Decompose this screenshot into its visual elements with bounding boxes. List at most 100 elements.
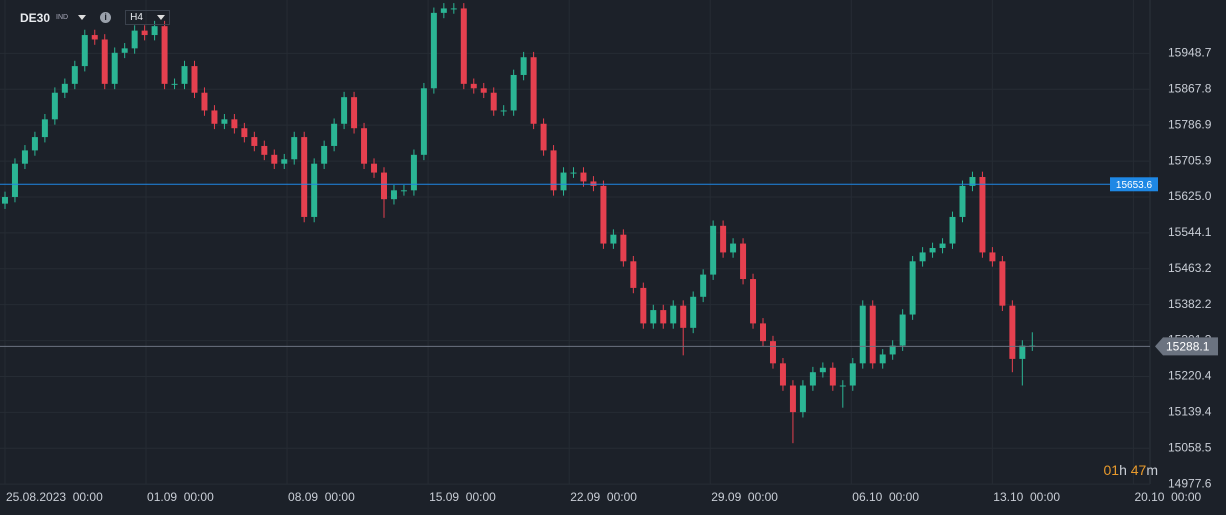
- candle-body: [390, 190, 397, 200]
- last-price-label: 15288.1: [1166, 340, 1210, 354]
- candle-body: [650, 310, 657, 324]
- candle-body: [400, 190, 407, 192]
- candle-body: [829, 367, 836, 386]
- symbol[interactable]: DE30: [20, 10, 51, 25]
- candle-body: [949, 216, 956, 244]
- candle-body: [869, 305, 876, 364]
- candle-body: [321, 145, 328, 164]
- candle-body: [979, 177, 986, 253]
- candle-body: [111, 52, 118, 84]
- info-icon[interactable]: i: [100, 12, 112, 23]
- candle-body: [560, 172, 567, 191]
- x-tick-label: 08.09 00:00: [288, 490, 355, 504]
- y-tick-label: 15544.1: [1168, 225, 1212, 239]
- candle-body: [151, 26, 158, 36]
- candle-body: [929, 247, 936, 253]
- candle-body: [590, 181, 597, 186]
- candle-body: [730, 243, 737, 253]
- x-tick-label: 15.09 00:00: [429, 490, 496, 504]
- candle-body: [460, 8, 467, 84]
- candle-body: [371, 163, 378, 173]
- candle-body: [41, 119, 48, 138]
- y-tick-label: 15058.5: [1168, 440, 1212, 454]
- candle-body: [889, 345, 896, 355]
- candle-body: [640, 287, 647, 324]
- candle-body: [450, 8, 457, 10]
- countdown-minutes: 47: [1130, 462, 1147, 478]
- candle-body: [720, 225, 727, 253]
- candle-body: [750, 279, 757, 324]
- x-tick-label: 13.10 00:00: [993, 490, 1060, 504]
- candle-body: [670, 305, 677, 324]
- symbol-dropdown[interactable]: [78, 15, 87, 20]
- timeframe-select[interactable]: H4: [125, 10, 170, 25]
- candle-body: [241, 128, 248, 138]
- candle-body: [430, 12, 437, 89]
- candle-body: [21, 150, 28, 164]
- y-tick-label: 15625.0: [1168, 189, 1212, 203]
- candle-body: [420, 88, 427, 155]
- y-tick-label: 15948.7: [1168, 46, 1212, 60]
- candle-body: [81, 35, 88, 67]
- candle-body: [909, 261, 916, 315]
- header: DE30 IND i H4: [20, 10, 170, 25]
- candle-body: [600, 185, 607, 244]
- candle-body: [710, 225, 717, 275]
- candle-body: [680, 305, 687, 328]
- candle-body: [580, 172, 587, 182]
- candle-body: [470, 83, 477, 89]
- last-price-badge: [1155, 337, 1218, 356]
- y-tick-label: 15463.2: [1168, 261, 1212, 275]
- candle-body: [51, 92, 58, 120]
- price-badge-label: 15653.6: [1116, 180, 1153, 191]
- candle-body: [859, 305, 866, 364]
- candle-body: [131, 30, 138, 49]
- candle-body: [251, 137, 258, 146]
- candle-body: [161, 26, 168, 84]
- candle-body: [221, 119, 228, 124]
- candle-body: [211, 110, 218, 124]
- candle-body: [101, 39, 108, 84]
- candle-body: [799, 385, 806, 413]
- countdown-hours: 01: [1103, 462, 1120, 478]
- x-tick-label: 25.08.2023 00:00: [6, 490, 103, 504]
- candle-body: [740, 243, 747, 280]
- countdown: 01h 47m: [1103, 462, 1158, 478]
- candle-body: [879, 354, 886, 364]
- x-tick-label: 22.09 00:00: [570, 490, 637, 504]
- candle-body: [301, 137, 308, 217]
- candle-body: [530, 57, 537, 124]
- candle-body: [281, 159, 288, 164]
- candle-body: [271, 154, 278, 164]
- x-tick-label: 01.09 00:00: [147, 490, 214, 504]
- candle-body: [311, 163, 318, 217]
- candle-body: [570, 172, 577, 174]
- candle-body: [410, 154, 417, 191]
- candle-body: [71, 66, 78, 84]
- candle-body: [181, 66, 188, 84]
- candle-body: [989, 252, 996, 262]
- y-tick-label: 15220.4: [1168, 369, 1212, 383]
- x-tick-label: 20.10 00:00: [1134, 490, 1201, 504]
- candle-body: [171, 83, 178, 85]
- candle-body: [331, 123, 338, 146]
- candle-body: [849, 363, 856, 386]
- candle-body: [351, 97, 358, 129]
- candle-body: [201, 92, 208, 111]
- candle-body: [91, 35, 98, 40]
- candle-body: [231, 119, 238, 129]
- candle-body: [141, 30, 148, 36]
- candle-body: [520, 57, 527, 75]
- candle-body: [819, 367, 826, 373]
- candle-body: [490, 92, 497, 111]
- candle-body: [341, 97, 348, 124]
- candle-body: [1009, 305, 1016, 359]
- candle-body: [510, 74, 517, 111]
- price-badge: [1110, 177, 1158, 192]
- candle-body: [1, 196, 8, 204]
- timeframe: H4: [130, 12, 143, 23]
- y-tick-label: 15705.9: [1168, 153, 1212, 167]
- candle-body: [550, 150, 557, 191]
- y-tick-label: 15382.2: [1168, 297, 1212, 311]
- candle-body: [261, 145, 268, 155]
